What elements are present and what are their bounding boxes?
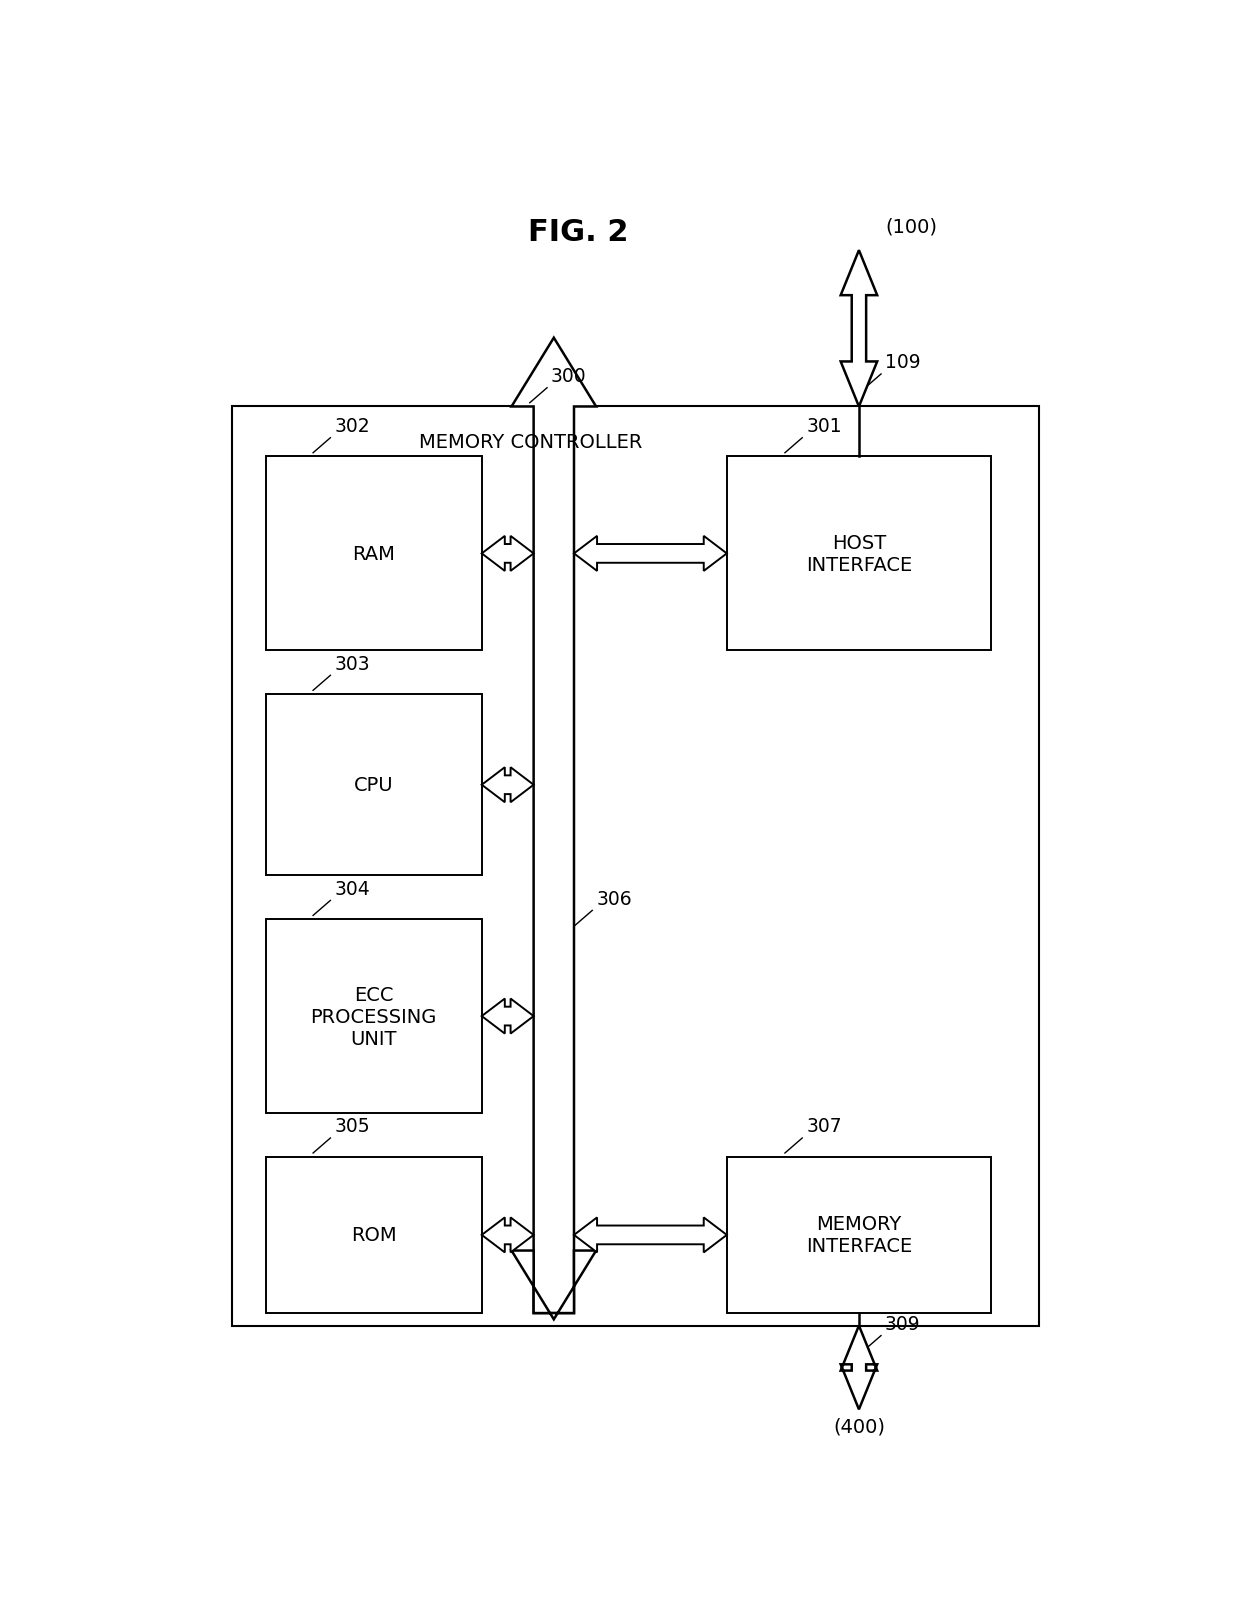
Bar (265, 695, 481, 876)
Polygon shape (841, 252, 877, 407)
Text: CPU: CPU (353, 776, 393, 795)
Polygon shape (574, 537, 727, 571)
Polygon shape (574, 1217, 727, 1253)
Polygon shape (481, 537, 533, 571)
Text: 304: 304 (335, 880, 370, 899)
Bar (727, 458, 991, 651)
Bar (232, 407, 1039, 1326)
Text: 305: 305 (335, 1117, 370, 1136)
Text: 306: 306 (596, 889, 631, 909)
Text: 302: 302 (335, 417, 370, 437)
Text: 300: 300 (551, 367, 587, 386)
Text: MEMORY CONTROLLER: MEMORY CONTROLLER (419, 433, 642, 451)
Bar (265, 1157, 481, 1313)
Text: RAM: RAM (352, 545, 396, 563)
Bar (265, 458, 481, 651)
Polygon shape (841, 1326, 877, 1409)
Text: 301: 301 (806, 417, 842, 437)
Text: ROM: ROM (351, 1225, 397, 1245)
Text: 309: 309 (885, 1315, 920, 1332)
Polygon shape (481, 1217, 533, 1253)
Text: 307: 307 (806, 1117, 842, 1136)
Text: ECC
PROCESSING
UNIT: ECC PROCESSING UNIT (310, 985, 436, 1048)
Polygon shape (481, 998, 533, 1034)
Polygon shape (481, 768, 533, 803)
Text: (100): (100) (885, 217, 937, 237)
Polygon shape (512, 1251, 596, 1319)
Bar (727, 1157, 991, 1313)
Text: MEMORY
INTERFACE: MEMORY INTERFACE (806, 1214, 913, 1256)
Polygon shape (512, 339, 596, 1313)
Text: 109: 109 (885, 354, 920, 372)
Text: 303: 303 (335, 654, 370, 674)
Text: (400): (400) (833, 1417, 885, 1435)
Bar (265, 920, 481, 1113)
Text: FIG. 2: FIG. 2 (527, 217, 629, 247)
Text: HOST
INTERFACE: HOST INTERFACE (806, 534, 913, 575)
